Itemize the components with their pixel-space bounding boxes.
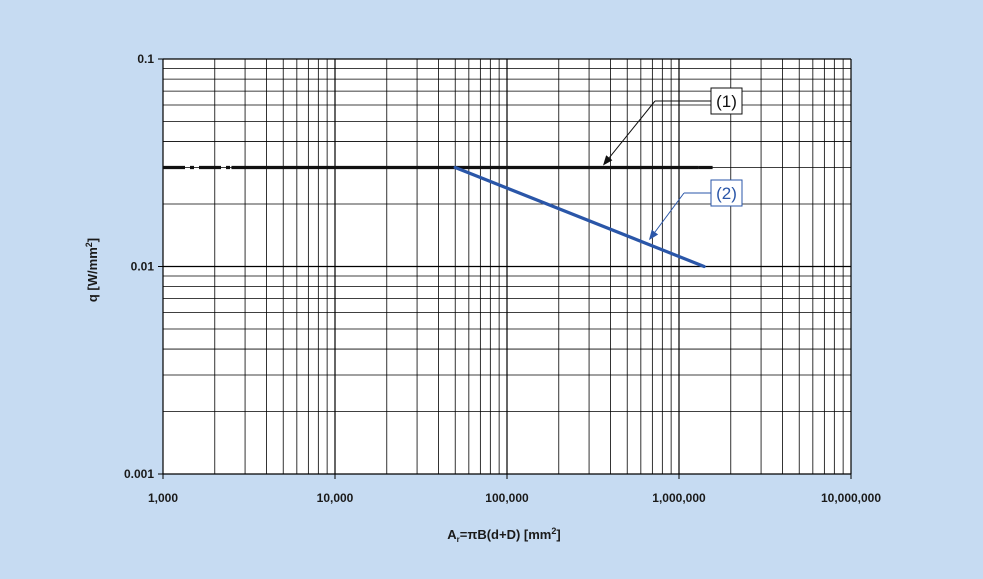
y-tick-label: 0.001 [124, 467, 154, 481]
series-2-callout-leader-diag [654, 192, 685, 233]
x-axis-label-sup: 2 [551, 526, 556, 536]
x-tick-label: 10,000 [317, 491, 354, 505]
series-1-callout-leader-diag [608, 100, 656, 159]
y-tick-label: 0.01 [131, 260, 155, 274]
y-tick-label: 0.1 [137, 52, 154, 66]
series-2-callout-arrowhead [648, 229, 659, 241]
y-axis-label-end: ] [85, 238, 100, 242]
axis-ticks: 1,000 10,000 100,000 1,000,000 10,000,000 0.1… [124, 52, 881, 505]
x-axis-label-main: =πB(d+D) [mm [460, 527, 552, 542]
y-axis-label-sup: 2 [84, 242, 94, 247]
x-tick-label: 1,000,000 [652, 491, 706, 505]
x-axis-label: Ar=πB(d+D) [mm2] [447, 526, 560, 544]
x-axis-label-sub: r [457, 535, 460, 544]
callout-layer: (1) (2) [603, 87, 743, 241]
series-1-callout-box [710, 87, 743, 115]
series-2-callout-label: (2) [716, 184, 737, 203]
x-tick-label: 100,000 [485, 491, 529, 505]
x-tick-label: 10,000,000 [821, 491, 881, 505]
y-axis-label-main: q [W/mm [85, 247, 100, 302]
x-tick-label: 1,000 [148, 491, 178, 505]
grid [162, 58, 852, 475]
y-axis-label: q [W/mm2] [84, 238, 100, 302]
series-layer [163, 165, 715, 269]
series-1-callout-arrowhead [603, 155, 613, 166]
series-1-callout-label: (1) [716, 92, 737, 111]
series-2-line [453, 165, 706, 269]
series-2-callout-box [710, 179, 743, 207]
x-axis-label-a: A [447, 527, 457, 542]
x-axis-label-end: ] [556, 527, 560, 542]
